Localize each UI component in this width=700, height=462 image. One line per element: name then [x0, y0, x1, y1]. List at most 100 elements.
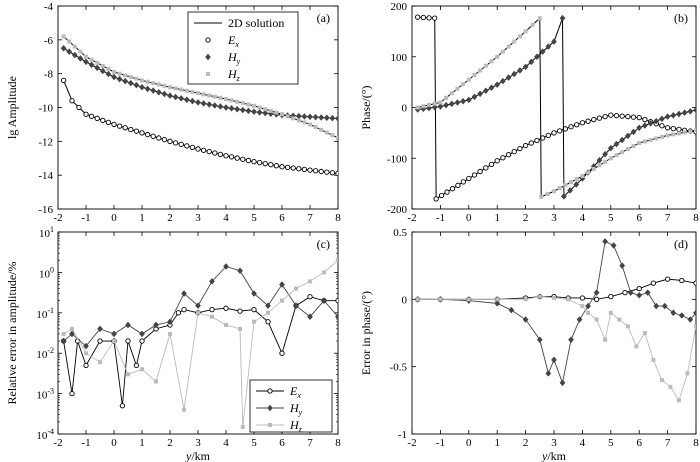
- hy-point: [551, 38, 557, 45]
- hz-point: [84, 351, 88, 356]
- x-tick-label: 7: [665, 212, 671, 224]
- hz-point: [140, 367, 144, 372]
- x-tick-label: 0: [466, 212, 472, 224]
- hz-point: [156, 82, 161, 87]
- y-tick-base: 10: [39, 268, 51, 280]
- hz-point: [665, 133, 670, 138]
- hy-point: [312, 113, 319, 121]
- y-tick-label: -200: [387, 204, 408, 216]
- hz-point: [61, 34, 66, 39]
- ex-point: [237, 308, 243, 314]
- hz-point: [421, 104, 426, 109]
- x-tick-label: 0: [111, 437, 117, 449]
- ex-point: [181, 306, 187, 313]
- hz-point: [252, 319, 256, 324]
- hy-point: [139, 83, 145, 91]
- hz-point: [625, 324, 630, 329]
- ex-point: [133, 362, 140, 369]
- hy-point: [431, 103, 438, 111]
- hy-point: [71, 51, 78, 59]
- ex-point: [579, 295, 586, 301]
- x-tick-label: 5: [608, 212, 614, 224]
- hz-point: [512, 39, 517, 44]
- hz-point: [280, 112, 284, 117]
- hy-point: [624, 132, 631, 140]
- ex-point: [88, 113, 95, 119]
- ex-point: [172, 140, 179, 146]
- ex-point: [568, 124, 574, 130]
- hz-point: [676, 398, 681, 403]
- x-tick-label: 5: [608, 437, 614, 449]
- ex-point: [329, 170, 336, 176]
- hz-point: [291, 116, 296, 121]
- ex-point: [139, 130, 145, 136]
- ex-point: [488, 161, 495, 167]
- ex-point: [444, 189, 450, 195]
- hz-point: [597, 163, 602, 168]
- hy-point: [245, 107, 252, 115]
- hz-point: [591, 166, 596, 171]
- hz-point: [574, 177, 579, 182]
- y-tick-exponent: 0: [50, 265, 54, 274]
- y-axis-label: lg Amplitude: [5, 76, 19, 139]
- legend-label: Ex: [227, 33, 239, 49]
- hy-point: [522, 316, 529, 323]
- x-axis-label: y/km: [541, 449, 567, 462]
- x-tick-label: 3: [195, 212, 201, 224]
- hy-point: [183, 96, 190, 104]
- ex-point: [251, 306, 257, 313]
- ex-point: [144, 131, 151, 138]
- y-tick-base: 10: [36, 349, 48, 361]
- legend-label: Hz: [227, 67, 241, 83]
- ex-point: [175, 310, 182, 316]
- ex-point: [273, 163, 280, 169]
- hy-point: [641, 122, 648, 129]
- hz-point: [432, 101, 437, 106]
- x-tick-label: 8: [693, 212, 699, 224]
- ex-point: [312, 168, 319, 174]
- legend-label: Hy: [227, 50, 241, 66]
- hy-point: [528, 58, 535, 66]
- hz-point: [659, 134, 664, 139]
- hy-point: [318, 114, 325, 121]
- hy-point: [139, 330, 145, 338]
- ex-point: [69, 390, 75, 397]
- hy-point: [644, 289, 651, 296]
- x-tick-label: 0: [466, 437, 472, 449]
- x-tick-label: 2: [523, 437, 529, 449]
- ex-point: [279, 164, 285, 170]
- ex-point: [189, 144, 196, 151]
- hz-point: [694, 128, 696, 133]
- hz-point: [140, 78, 144, 83]
- y-tick-label: -100: [387, 153, 408, 165]
- ex-point: [83, 111, 89, 117]
- x-tick-label: 7: [307, 212, 313, 224]
- ex-point: [301, 166, 308, 173]
- hy-point: [610, 242, 617, 249]
- hz-point: [694, 324, 696, 329]
- y-tick-label: 10-3: [36, 387, 54, 402]
- y-tick-label: -1: [398, 429, 407, 441]
- hz-point: [586, 310, 591, 315]
- hz-point: [642, 331, 647, 335]
- hy-point: [69, 330, 75, 338]
- ex-point: [420, 14, 427, 21]
- x-tick-label: 1: [494, 212, 500, 224]
- ex-point: [630, 114, 637, 120]
- ex-point: [161, 136, 168, 143]
- hz-point: [671, 132, 676, 137]
- hz-point: [266, 310, 270, 315]
- hz-point: [472, 73, 477, 78]
- hy-point: [561, 192, 567, 200]
- hz-point: [438, 100, 443, 105]
- hz-point: [235, 99, 240, 104]
- ex-point: [438, 192, 445, 199]
- ex-point: [471, 172, 478, 178]
- hy-point: [223, 104, 229, 111]
- hy-point: [647, 119, 654, 127]
- hz-point: [308, 122, 312, 127]
- hy-point: [664, 113, 671, 121]
- hz-point: [246, 102, 251, 107]
- hz-point: [489, 59, 494, 64]
